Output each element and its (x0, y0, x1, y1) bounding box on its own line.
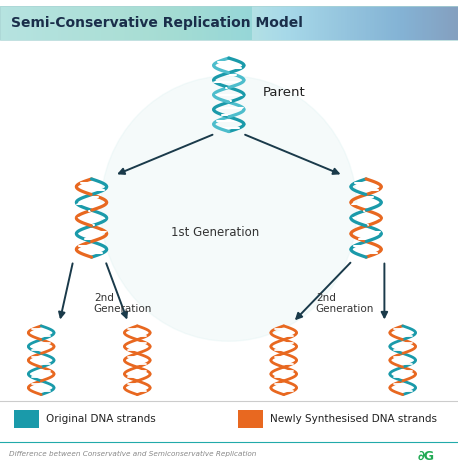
FancyBboxPatch shape (0, 6, 252, 40)
Bar (14, 410, 39, 428)
Text: Difference between Conservative and Semiconservative Replication: Difference between Conservative and Semi… (9, 451, 256, 457)
Text: 2nd
Generation: 2nd Generation (94, 292, 152, 314)
Text: Parent: Parent (263, 86, 306, 99)
Text: ∂G: ∂G (418, 449, 435, 463)
Text: 2nd
Generation: 2nd Generation (316, 292, 374, 314)
Circle shape (100, 76, 357, 341)
Text: 1st Generation: 1st Generation (171, 226, 259, 239)
Text: Newly Synthesised DNA strands: Newly Synthesised DNA strands (270, 414, 437, 425)
Text: Semi-Conservative Replication Model: Semi-Conservative Replication Model (11, 16, 303, 30)
Bar (238, 410, 263, 428)
Text: Original DNA strands: Original DNA strands (46, 414, 155, 425)
